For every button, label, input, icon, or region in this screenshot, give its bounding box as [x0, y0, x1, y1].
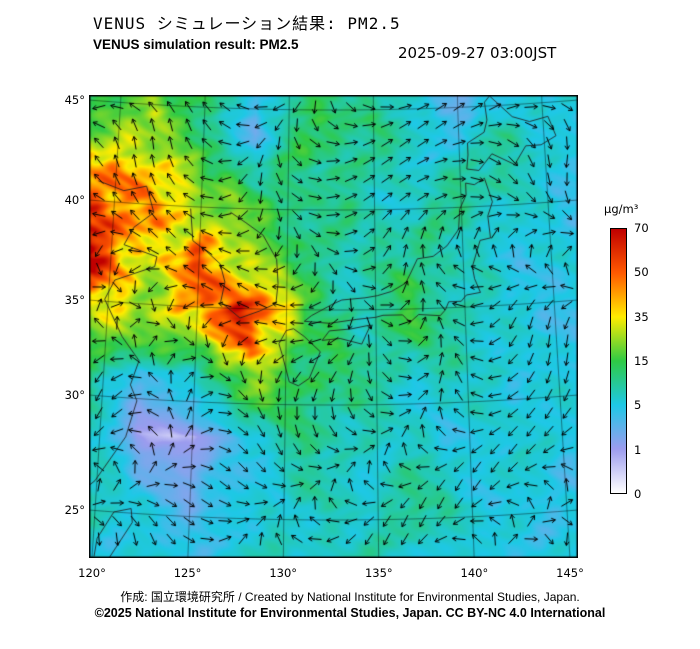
colorbar-gradient — [610, 228, 627, 494]
colorbar-tick-label: 35 — [634, 309, 649, 324]
lon-tick-label: 130° — [269, 566, 298, 580]
lat-tick-label: 25° — [64, 503, 85, 517]
colorbar-tick-label: 50 — [634, 265, 649, 280]
lon-tick-label: 120° — [78, 566, 106, 580]
lat-tick-label: 30° — [64, 388, 85, 402]
credit-line: 作成: 国立環境研究所 / Created by National Instit… — [120, 590, 580, 604]
lon-tick-label: 135° — [364, 566, 393, 580]
colorbar-tick-label: 1 — [634, 442, 642, 457]
pm25-map-canvas — [89, 95, 578, 558]
colorbar: 70 50 35 15 5 1 0 — [610, 221, 649, 501]
colorbar-ticks: 70 50 35 15 5 1 0 — [634, 221, 664, 501]
lat-tick-label: 40° — [64, 193, 85, 207]
longitude-axis: 120° 125° 130° 135° 140° 145° — [78, 95, 584, 580]
lon-tick-label: 140° — [460, 566, 489, 580]
colorbar-unit-label: µg/m³ — [604, 202, 639, 216]
lat-tick-label: 35° — [64, 293, 85, 307]
lon-tick-label: 145° — [556, 566, 584, 580]
title-japanese: VENUS シミュレーション結果: PM2.5 — [93, 14, 401, 33]
title-english: VENUS simulation result: PM2.5 — [93, 37, 299, 52]
colorbar-tick-label: 15 — [634, 354, 649, 368]
timestamp: 2025-09-27 03:00JST — [398, 44, 557, 62]
map-panel: 45° 40° 35° 30° 25° 120° 125° 130° 135° 140° 145° — [65, 93, 584, 580]
lat-tick-label: 45° — [64, 93, 85, 107]
latitude-axis: 45° 40° 35° 30° 25° — [65, 93, 578, 558]
license-line: ©2025 National Institute for Environment… — [94, 606, 606, 620]
colorbar-tick-label: 70 — [634, 221, 649, 235]
colorbar-tick-label: 5 — [634, 398, 642, 413]
lon-tick-label: 125° — [173, 566, 202, 580]
colorbar-tick-label: 0 — [634, 487, 642, 501]
